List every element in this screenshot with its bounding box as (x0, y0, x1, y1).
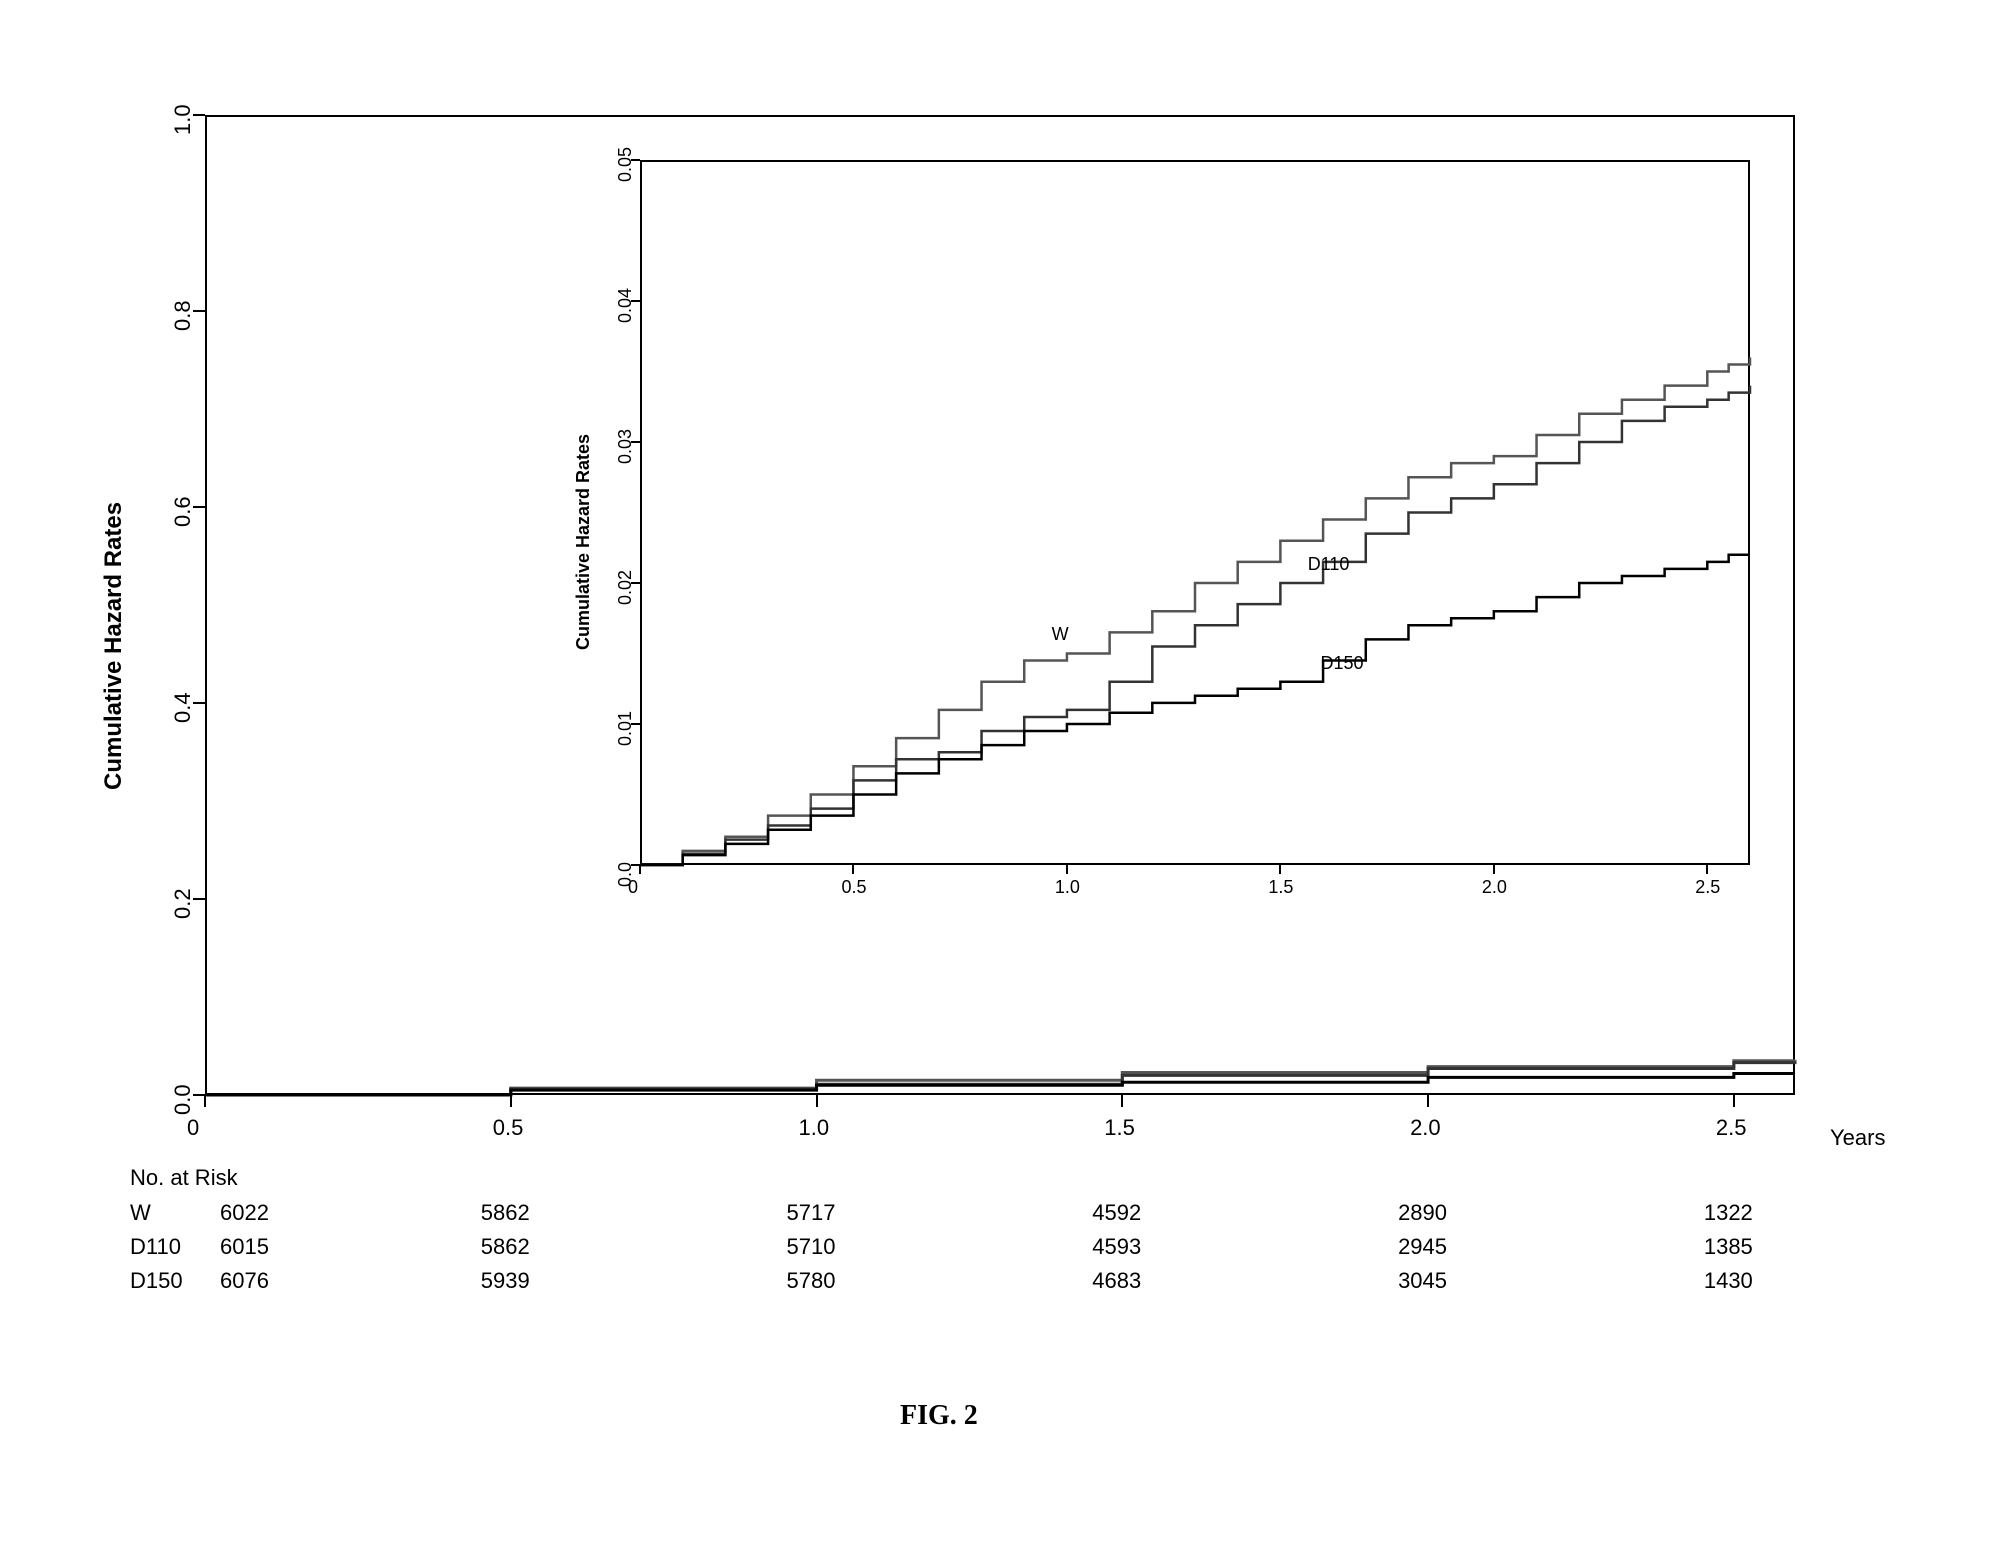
main-ytick-label: 1.0 (170, 104, 196, 135)
risk-cell: 5939 (481, 1268, 530, 1294)
main-xtick-label: 1.5 (1104, 1115, 1135, 1141)
inset-xtick (1066, 865, 1068, 874)
risk-cell: 5862 (481, 1200, 530, 1226)
risk-cell: 6022 (220, 1200, 269, 1226)
inset-ylabel: Cumulative Hazard Rates (573, 434, 594, 650)
risk-cell: 2945 (1398, 1234, 1447, 1260)
inset-ytick-label: 0.02 (615, 570, 636, 605)
figure-caption: FIG. 2 (900, 1400, 978, 1432)
main-xtick-label: 0.5 (493, 1115, 524, 1141)
inset-xtick-label: 1.5 (1268, 877, 1293, 898)
main-ytick-label: 0.4 (170, 692, 196, 723)
inset-series-label-W: W (1052, 624, 1069, 645)
risk-row-label: D150 (130, 1268, 183, 1294)
risk-cell: 3045 (1398, 1268, 1447, 1294)
risk-cell: 1385 (1704, 1234, 1753, 1260)
risk-cell: 1322 (1704, 1200, 1753, 1226)
inset-xtick (1706, 865, 1708, 874)
risk-cell: 4592 (1092, 1200, 1141, 1226)
main-xtick-label: 0 (187, 1115, 199, 1141)
risk-cell: 5862 (481, 1234, 530, 1260)
risk-cell: 2890 (1398, 1200, 1447, 1226)
risk-cell: 5780 (787, 1268, 836, 1294)
inset-xtick (852, 865, 854, 874)
inset-xtick-label: 0 (628, 877, 638, 898)
inset-ytick-label: 0.04 (615, 288, 636, 323)
inset-series-label-D150: D150 (1321, 653, 1364, 674)
risk-cell: 6076 (220, 1268, 269, 1294)
main-xtick (1427, 1095, 1429, 1107)
figure-container: Cumulative Hazard Rates 0.0 0.2 0.4 0.6 0.8 1… (30, 30, 1970, 1510)
main-ytick-label: 0.0 (170, 1084, 196, 1115)
inset-xtick-label: 2.5 (1695, 877, 1720, 898)
main-ytick-label: 0.8 (170, 300, 196, 331)
risk-cell: 5717 (787, 1200, 836, 1226)
inset-xtick (1279, 865, 1281, 874)
risk-table-title: No. at Risk (130, 1165, 238, 1191)
main-xtick-label: 2.0 (1410, 1115, 1441, 1141)
inset-xtick (639, 865, 641, 874)
inset-ytick-label: 0.03 (615, 429, 636, 464)
risk-row-label: D110 (130, 1234, 181, 1260)
main-xlabel: Years (1830, 1125, 1885, 1151)
main-xtick (1733, 1095, 1735, 1107)
inset-ytick-label: 0.05 (615, 147, 636, 182)
main-ytick-label: 0.6 (170, 496, 196, 527)
inset-series-label-D110: D110 (1308, 554, 1350, 575)
main-xtick-label: 1.0 (799, 1115, 830, 1141)
main-xtick (510, 1095, 512, 1107)
main-xtick-label: 2.5 (1716, 1115, 1747, 1141)
inset-xtick-label: 2.0 (1482, 877, 1507, 898)
main-xtick (204, 1095, 206, 1107)
risk-cell: 4683 (1092, 1268, 1141, 1294)
inset-chart-frame (640, 160, 1750, 865)
inset-xtick-label: 0.5 (841, 877, 866, 898)
risk-cell: 1430 (1704, 1268, 1753, 1294)
risk-cell: 5710 (787, 1234, 836, 1260)
main-xtick (816, 1095, 818, 1107)
risk-cell: 4593 (1092, 1234, 1141, 1260)
main-xtick (1121, 1095, 1123, 1107)
main-ylabel: Cumulative Hazard Rates (100, 502, 128, 790)
risk-row-label: W (130, 1200, 151, 1226)
main-ytick-label: 0.2 (170, 888, 196, 919)
risk-cell: 6015 (220, 1234, 269, 1260)
inset-ytick-label: 0.01 (615, 711, 636, 746)
inset-xtick-label: 1.0 (1055, 877, 1080, 898)
inset-xtick (1493, 865, 1495, 874)
